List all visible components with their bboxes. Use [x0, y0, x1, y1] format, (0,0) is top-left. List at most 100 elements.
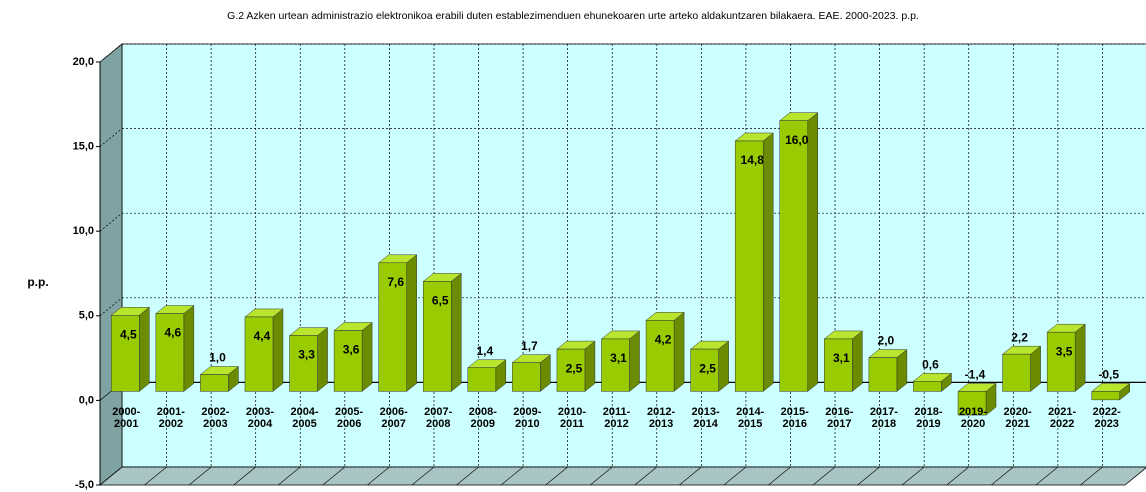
floor-line	[233, 466, 256, 486]
side-grid-line	[99, 128, 123, 147]
data-label: 4,4	[254, 329, 271, 343]
floor-line	[1080, 466, 1103, 486]
x-tick-label: 2003-2004	[245, 406, 275, 431]
floor-line	[946, 466, 969, 486]
x-tick-label: 2020-2021	[1003, 406, 1032, 431]
bar-side	[361, 321, 373, 392]
floor-line	[545, 466, 568, 486]
y-tick-label: 5,0	[79, 310, 94, 322]
y-tick-label: -5,0	[75, 479, 94, 491]
bar-side	[718, 340, 729, 392]
floor-line	[456, 466, 479, 486]
x-tick-label: 2017-2018	[869, 406, 898, 431]
x-tick-label: 2004-2005	[290, 406, 319, 431]
bar-side	[317, 327, 328, 392]
y-tick-label: 15,0	[73, 141, 94, 153]
floor-line	[991, 466, 1014, 486]
bar-side	[450, 272, 462, 392]
data-label: 4,6	[165, 326, 182, 340]
bar-side	[139, 306, 150, 392]
data-label: 3,5	[1056, 344, 1073, 358]
data-label: 14,8	[741, 153, 765, 167]
data-label: 6,5	[432, 294, 449, 308]
side-grid-line	[99, 43, 123, 63]
data-label: 4,5	[120, 327, 137, 341]
data-label: -1,4	[965, 368, 986, 382]
bar	[200, 374, 229, 392]
floor-line	[411, 466, 435, 486]
bar	[734, 140, 764, 392]
floor-line	[322, 466, 346, 486]
bar	[690, 348, 719, 392]
floor-line	[500, 466, 524, 486]
y-tick-label: 20,0	[73, 56, 94, 68]
bar	[913, 380, 942, 392]
y-axis-label: p.p.	[27, 275, 48, 289]
floor-line	[857, 466, 880, 486]
bar	[111, 315, 140, 392]
floor-line	[679, 466, 702, 486]
data-label: 1,7	[521, 339, 538, 353]
bar	[333, 330, 363, 392]
x-tick-label: 2022-2023	[1092, 406, 1121, 431]
side-grid-line	[99, 297, 123, 317]
x-tick-label: 2000-2001	[112, 406, 141, 431]
x-tick-label: 2006-2007	[379, 406, 408, 431]
bar	[155, 313, 185, 392]
x-tick-label: 2007-2008	[424, 406, 453, 431]
y-tick-label: 10,0	[73, 225, 94, 237]
data-label: -0,5	[1098, 368, 1119, 382]
floor-line	[768, 466, 791, 486]
bar	[601, 338, 630, 392]
bar	[512, 362, 541, 392]
data-label: 1,0	[209, 351, 226, 365]
x-tick-label: 2001-2002	[156, 406, 185, 431]
side-grid-line	[99, 212, 123, 232]
bar	[467, 367, 497, 392]
data-label: 3,6	[343, 343, 360, 357]
bar	[1002, 353, 1031, 392]
data-label: 16,0	[785, 133, 809, 147]
data-label: 3,1	[833, 351, 850, 365]
bar	[378, 262, 407, 392]
data-label: 2,5	[699, 361, 716, 375]
x-tick-label: 2021-2022	[1048, 406, 1077, 431]
data-label: 3,3	[298, 348, 315, 362]
data-label: 0,6	[922, 357, 939, 371]
bar	[556, 348, 586, 392]
bar-side	[852, 330, 863, 392]
bar	[244, 316, 274, 392]
data-label: 7,6	[387, 275, 404, 289]
x-tick-label: 2015-2016	[780, 406, 809, 431]
bar	[289, 335, 318, 392]
x-tick-label: 2010-2011	[557, 406, 586, 431]
bar	[422, 281, 452, 392]
x-tick-label: 2002-2003	[201, 406, 230, 431]
bar-side	[629, 330, 640, 392]
x-tick-label: 2011-2012	[602, 406, 631, 431]
floor-line	[590, 466, 613, 486]
bar	[957, 391, 987, 416]
bar	[645, 320, 675, 392]
floor-line	[278, 466, 301, 486]
x-tick-label: 2019-2020	[958, 406, 988, 431]
bar	[1046, 331, 1076, 392]
x-tick-label: 2016-2017	[825, 406, 854, 431]
data-label: 1,4	[476, 344, 493, 358]
bar-side	[584, 340, 596, 392]
x-tick-label: 2013-2014	[691, 406, 720, 431]
x-tick-label: 2018-2019	[914, 406, 943, 431]
bar-side	[406, 254, 417, 392]
bar	[868, 357, 898, 392]
floor-line	[723, 466, 747, 486]
floor-line	[144, 466, 167, 486]
x-tick-label: 2014-2015	[736, 406, 765, 431]
data-label: 2,0	[878, 334, 895, 348]
x-tick-label: 2005-2006	[335, 406, 364, 431]
floor-line	[812, 466, 836, 486]
data-label: 2,2	[1011, 330, 1028, 344]
bar	[824, 338, 853, 392]
bar	[779, 120, 809, 392]
